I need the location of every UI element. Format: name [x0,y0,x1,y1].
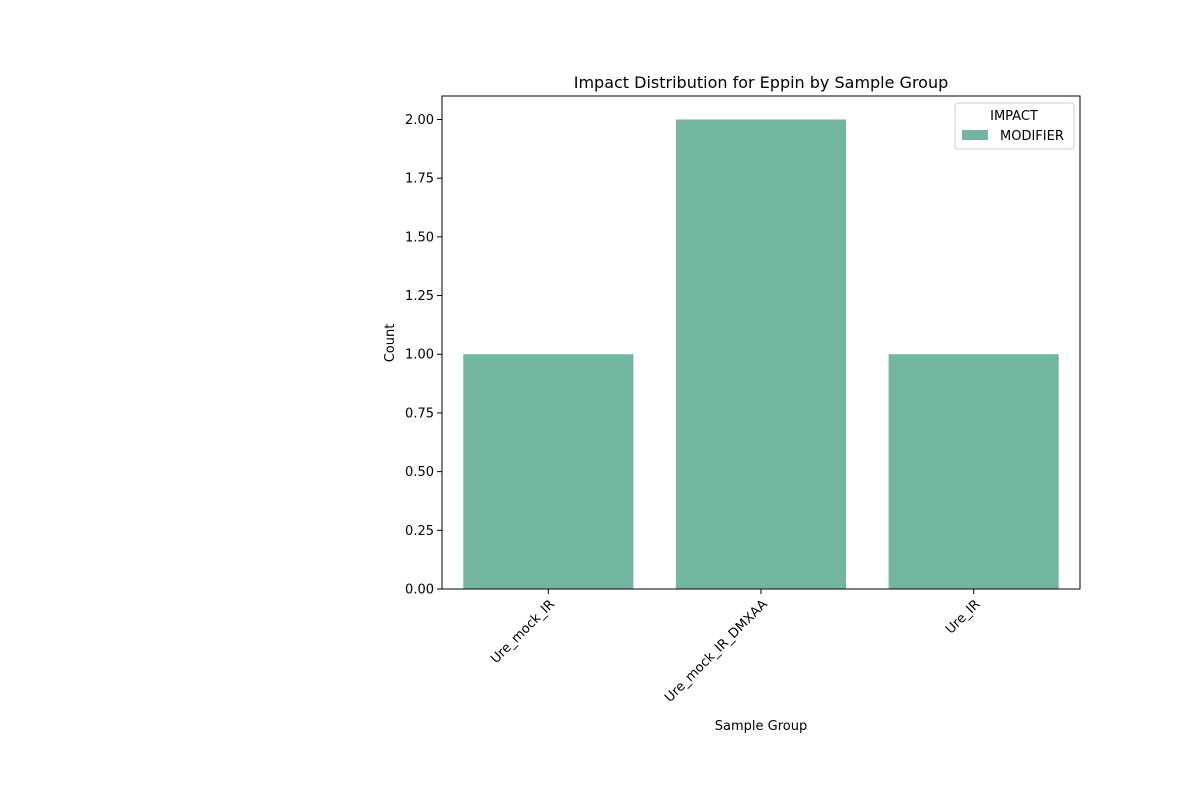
x-tick-label: Ure_mock_IR [488,597,558,667]
bar-Ure_IR [888,354,1059,589]
y-tick-label: 1.50 [405,230,434,245]
legend-title: IMPACT [990,109,1038,124]
legend: IMPACT MODIFIER [954,102,1075,150]
bar-Ure_mock_IR [463,354,634,589]
y-tick-label: 0.50 [405,465,434,480]
y-tick-label: 2.00 [405,113,434,128]
y-tick-label: 1.00 [405,348,434,363]
y-tick-label: 0.25 [405,524,434,539]
x-axis-label: Sample Group [715,719,807,734]
x-tick-label: Ure_mock_IR_DMXAA [662,597,771,706]
y-tick-label: 1.25 [405,289,434,304]
y-axis: 0.00 0.25 0.50 0.75 1.00 1.25 1.50 1.75 2.00 [405,113,442,598]
x-tick-label: Ure_IR [943,597,983,637]
y-tick-label: 0.75 [405,406,434,421]
legend-label: MODIFIER [1000,129,1064,144]
y-axis-label: Count [383,324,398,363]
bars-group [463,119,1059,589]
chart-title: Impact Distribution for Eppin by Sample … [574,73,949,92]
y-tick-label: 0.00 [405,583,434,598]
bar-Ure_mock_IR_DMXAA [675,119,847,589]
y-tick-label: 1.75 [405,172,434,187]
x-axis: Ure_mock_IR Ure_mock_IR_DMXAA Ure_IR [488,589,983,706]
legend-swatch [962,130,988,140]
